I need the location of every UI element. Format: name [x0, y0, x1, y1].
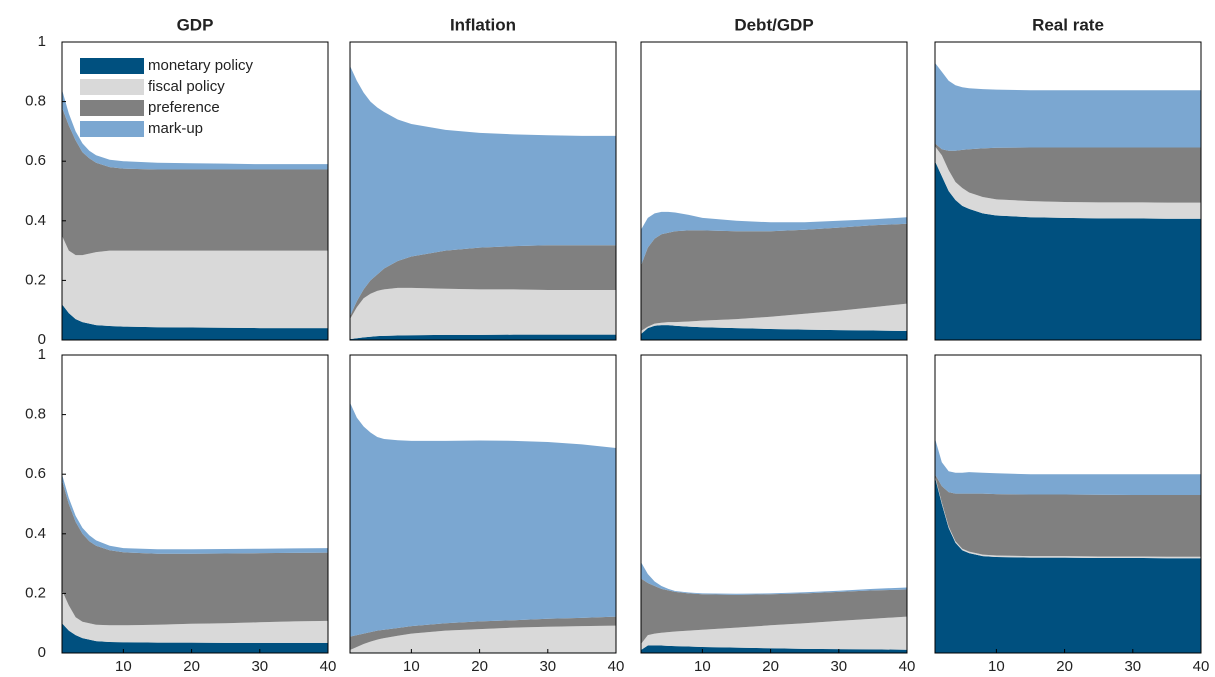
panel: [934, 354, 1202, 654]
axes-frame: [61, 41, 329, 341]
stacked-area: [62, 107, 328, 256]
x-tick-label: 30: [1124, 658, 1141, 675]
x-tick-label: 10: [988, 658, 1005, 675]
axes-frame: [349, 41, 617, 341]
y-tick-label: 1: [38, 346, 46, 363]
y-tick-label: 0.2: [25, 584, 46, 601]
y-tick-label: 0.8: [25, 93, 46, 110]
stacked-area: [641, 223, 907, 332]
axes-frame: [934, 354, 1202, 654]
stacked-area: [62, 235, 328, 329]
panel: [61, 354, 329, 654]
stacked-area: [641, 645, 907, 653]
stacked-area: [641, 303, 907, 335]
legend-label: fiscal policy: [148, 78, 225, 95]
stacked-area: [62, 304, 328, 340]
legend-label: mark-up: [148, 120, 203, 137]
stacked-area: [935, 143, 1201, 203]
panel: [349, 354, 617, 654]
stacked-area: [935, 438, 1201, 496]
x-tick-label: 20: [762, 658, 779, 675]
y-tick-label: 0.4: [25, 525, 46, 542]
y-tick-label: 0: [38, 331, 46, 348]
x-tick-label: 10: [694, 658, 711, 675]
panel-title: Inflation: [450, 15, 516, 34]
panel: [349, 41, 617, 341]
stacked-area: [62, 590, 328, 643]
stacked-area: [62, 480, 328, 626]
y-tick-label: 1: [38, 33, 46, 50]
axes-frame: [349, 354, 617, 654]
x-tick-label: 10: [115, 658, 132, 675]
y-tick-label: 0.8: [25, 406, 46, 423]
stacked-area: [935, 62, 1201, 151]
y-tick-label: 0.4: [25, 212, 46, 229]
stacked-area: [62, 623, 328, 653]
stacked-area: [935, 474, 1201, 557]
x-tick-label: 40: [899, 658, 916, 675]
panel-title: Real rate: [1032, 15, 1104, 34]
panel: [934, 41, 1202, 341]
x-tick-label: 30: [539, 658, 556, 675]
y-tick-label: 0.2: [25, 271, 46, 288]
axes-frame: [640, 354, 908, 654]
legend-label: preference: [148, 99, 220, 116]
stacked-area: [350, 402, 616, 637]
axes-frame: [640, 41, 908, 341]
stacked-area: [641, 211, 907, 266]
x-tick-label: 40: [320, 658, 337, 675]
panel-title: GDP: [177, 15, 214, 34]
x-tick-label: 20: [183, 658, 200, 675]
stacked-area: [641, 578, 907, 645]
stacked-area: [350, 245, 616, 320]
x-tick-label: 20: [1056, 658, 1073, 675]
x-tick-label: 30: [830, 658, 847, 675]
stacked-area: [935, 161, 1201, 340]
y-tick-label: 0.6: [25, 465, 46, 482]
stacked-area: [350, 287, 616, 340]
panel: [640, 41, 908, 341]
x-tick-label: 30: [251, 658, 268, 675]
stacked-area: [935, 146, 1201, 219]
axes-frame: [61, 354, 329, 654]
legend-swatch: [80, 121, 144, 137]
stacked-area: [350, 625, 616, 653]
legend-swatch: [80, 100, 144, 116]
x-tick-label: 40: [608, 658, 625, 675]
stacked-area: [641, 325, 907, 340]
x-tick-label: 20: [471, 658, 488, 675]
stacked-area: [641, 616, 907, 651]
panel: [61, 41, 329, 341]
axes-frame: [934, 41, 1202, 341]
stacked-area: [935, 477, 1201, 653]
stacked-area: [350, 65, 616, 317]
legend-swatch: [80, 58, 144, 74]
x-tick-label: 10: [403, 658, 420, 675]
panel: [640, 354, 908, 654]
panel-title: Debt/GDP: [734, 15, 813, 34]
legend-label: monetary policy: [148, 57, 254, 74]
y-tick-label: 0: [38, 644, 46, 661]
legend-swatch: [80, 79, 144, 95]
x-tick-label: 40: [1193, 658, 1210, 675]
stacked-area: [350, 616, 616, 651]
stacked-area: [350, 334, 616, 340]
y-tick-label: 0.6: [25, 152, 46, 169]
